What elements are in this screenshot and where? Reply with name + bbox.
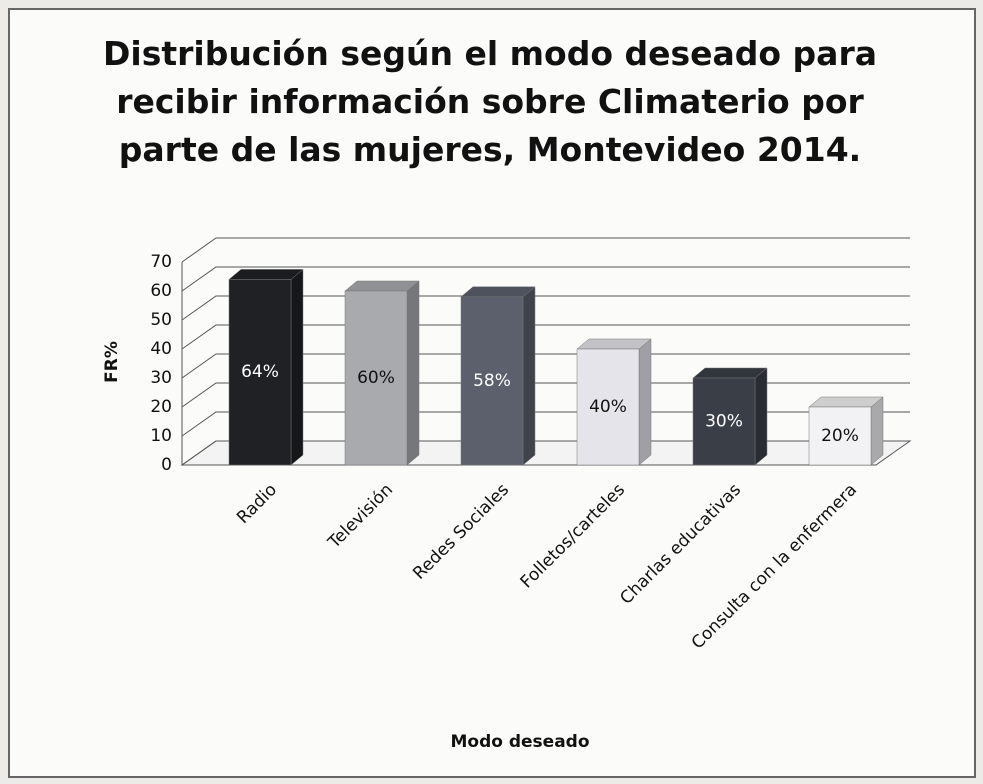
y-tick-label: 40 [150, 339, 172, 359]
data-label: 30% [705, 412, 743, 432]
chart-title: Distribución según el modo deseado para … [102, 34, 877, 169]
bar [808, 406, 872, 466]
bar-side [290, 268, 304, 466]
y-tick-label: 60 [150, 281, 172, 301]
data-label: 40% [589, 397, 627, 417]
grid-line [181, 266, 910, 292]
grid-line [181, 324, 910, 350]
y-tick-label: 20 [150, 397, 172, 417]
y-tick-label: 70 [150, 252, 172, 272]
bar [692, 377, 756, 466]
grid-line [181, 353, 910, 379]
grid-line [181, 440, 910, 466]
grid-line [181, 295, 910, 321]
data-label: 60% [357, 368, 395, 388]
x-tick-label: Charlas educativas [616, 480, 745, 609]
bar [344, 290, 408, 466]
grid-line [181, 411, 910, 437]
bar [460, 296, 524, 466]
y-tick-label: 30 [150, 368, 172, 388]
x-tick-label: Radio [233, 480, 281, 528]
bar-side [406, 280, 420, 466]
bar [576, 348, 640, 466]
bar-top [344, 280, 420, 292]
bar-top [808, 396, 884, 408]
x-tick-label: Folletos/carteles [517, 480, 630, 593]
y-axis-label: FR% [102, 341, 122, 383]
bar-side [522, 286, 536, 466]
bar [228, 279, 292, 466]
data-label: 20% [821, 426, 859, 446]
data-label: 64% [241, 362, 279, 382]
bar-top [692, 367, 768, 379]
y-tick-label: 10 [150, 426, 172, 446]
y-tick-label: 50 [150, 310, 172, 330]
bar-top [576, 338, 652, 350]
bar-side [870, 396, 884, 466]
x-tick-label: Redes Sociales [409, 480, 513, 584]
grid-line [181, 382, 910, 408]
grid-line [181, 237, 910, 263]
bar-side [754, 367, 768, 466]
bar-top [228, 269, 304, 280]
x-axis-label: Modo deseado [450, 732, 589, 752]
y-tick-label: 0 [161, 455, 172, 475]
bar-side [638, 338, 652, 466]
data-label: 58% [473, 371, 511, 391]
x-tick-label: Televisión [324, 480, 397, 553]
bar-top [460, 286, 536, 298]
